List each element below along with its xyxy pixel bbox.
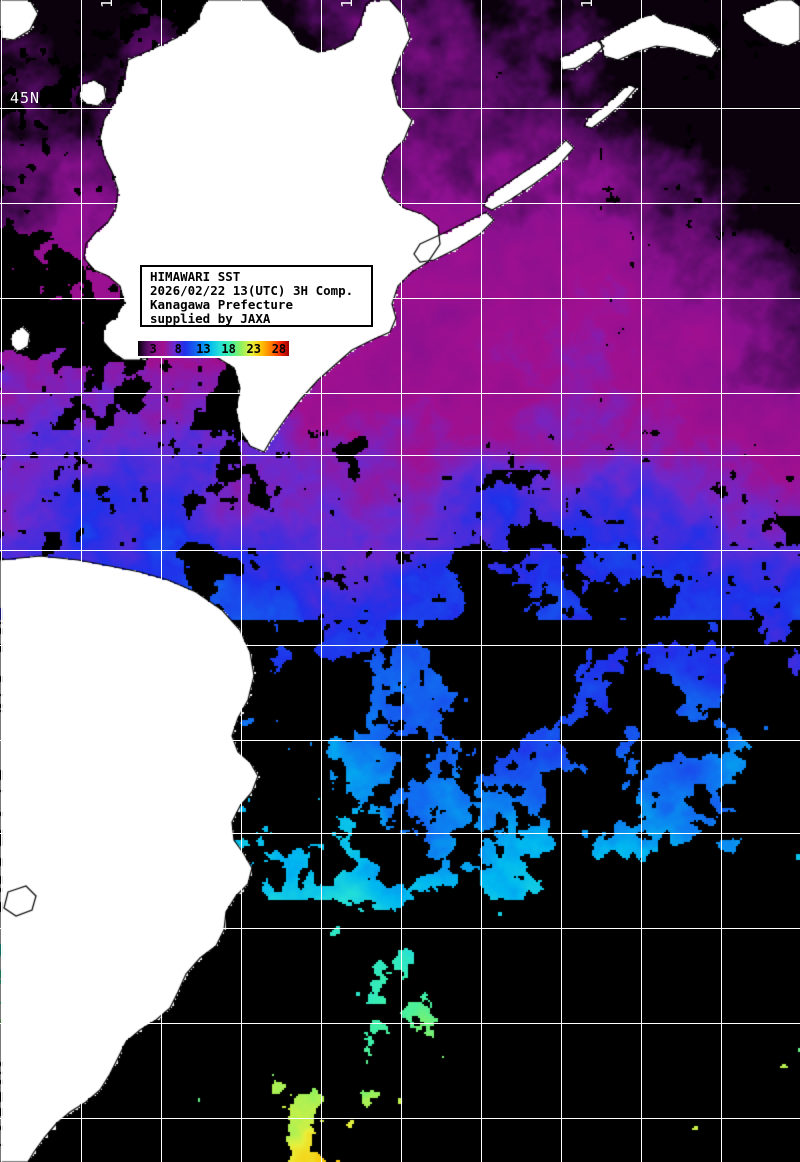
colorbar: 3 8 13 18 23 28 — [136, 339, 291, 358]
legend-line-datetime: 2026/02/22 13(UTC) 3H Comp. — [150, 283, 354, 298]
legend-line-source: Kanagawa Prefecture — [150, 297, 293, 312]
colorbar-inner: 3 8 13 18 23 28 — [138, 341, 289, 356]
legend-line-supplier: supplied by JAXA — [150, 311, 271, 326]
longitude-label-144E: 144E — [338, 0, 356, 8]
colorbar-tick-labels: 3 8 13 18 23 28 — [138, 341, 289, 356]
colorbar-gradient — [138, 341, 289, 356]
longitude-label-141E: 141E — [98, 0, 116, 8]
colorbar-tick-18: 18 — [221, 341, 236, 356]
legend-line-title: HIMAWARI SST — [150, 269, 241, 284]
colorbar-tick-23: 23 — [246, 341, 261, 356]
latitude-label-45N: 45N — [10, 89, 41, 107]
colorbar-tick-8: 8 — [174, 341, 182, 356]
info-legend-box: HIMAWARI SST 2026/02/22 13(UTC) 3H Comp.… — [140, 265, 373, 327]
colorbar-tick-28: 28 — [271, 341, 287, 356]
longitude-label-147E: 147E — [578, 0, 596, 8]
colorbar-tick-3: 3 — [149, 341, 157, 356]
colorbar-tick-13: 13 — [196, 341, 211, 356]
